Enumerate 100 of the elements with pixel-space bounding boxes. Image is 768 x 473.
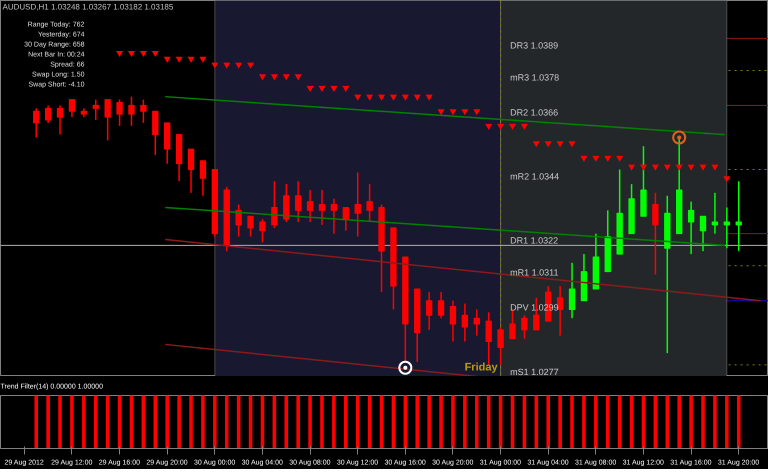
point: [306, 86, 314, 92]
candlestick: [92, 98, 99, 121]
point: [568, 141, 576, 148]
candlestick: [521, 314, 528, 340]
point: [402, 94, 409, 101]
candlestick: [56, 104, 64, 136]
annotation: Friday: [464, 362, 498, 374]
point: [176, 56, 183, 63]
point: [128, 50, 135, 58]
point: [592, 156, 600, 162]
point: [556, 141, 564, 148]
candlestick: [247, 215, 254, 238]
point: [520, 124, 528, 130]
ref-line-label: mR2 1.0344: [510, 172, 560, 182]
ref-line-label: DR3 1.0389: [510, 40, 558, 50]
point: [628, 164, 636, 171]
point: [711, 164, 718, 171]
candlestick: [688, 200, 694, 255]
candlestick: [68, 98, 76, 118]
candlestick: [342, 206, 349, 232]
candlestick: [318, 189, 326, 226]
point: [390, 94, 397, 101]
point: [330, 86, 338, 92]
candlestick: [474, 308, 480, 336]
point: [398, 360, 412, 375]
point: [664, 164, 671, 171]
candlestick: [700, 215, 706, 252]
candlestick: [44, 104, 52, 124]
candlestick: [128, 96, 135, 127]
candlestick: [271, 180, 278, 229]
candlestick: [736, 180, 742, 252]
point: [342, 86, 350, 92]
point: [438, 109, 445, 116]
candlestick: [294, 180, 302, 223]
candlestick: [724, 206, 730, 249]
point: [247, 62, 254, 69]
candlestick: [652, 192, 659, 276]
point: [414, 94, 421, 101]
point: [485, 124, 492, 130]
point: [199, 56, 206, 63]
point: [294, 74, 302, 80]
point: [188, 56, 195, 63]
point: [426, 94, 433, 101]
point: [116, 50, 124, 58]
ref-line-label: DR1 1.0322: [510, 236, 558, 246]
candlestick: [462, 302, 468, 342]
point: [497, 124, 504, 130]
candlestick: [426, 291, 432, 331]
point: [580, 156, 588, 162]
candlestick: [200, 160, 206, 197]
candlestick: [497, 326, 504, 366]
candlestick: [712, 192, 718, 234]
point: [235, 62, 242, 69]
point: [640, 164, 647, 171]
candlestick: [450, 300, 456, 342]
candlestick: [259, 218, 266, 244]
candlestick: [152, 110, 158, 156]
point: [652, 164, 659, 171]
point: [676, 164, 683, 171]
candlestick: [33, 108, 40, 138]
ref-line-label: mS1 1.0277: [510, 366, 559, 377]
candlestick: [438, 291, 444, 319]
ref-line-label: mR3 1.0378: [510, 72, 560, 82]
candlestick: [568, 262, 576, 319]
ref-line-label: mR1 1.0311: [510, 268, 558, 278]
candlestick: [509, 308, 516, 340]
point: [152, 50, 159, 58]
candlestick: [116, 98, 123, 127]
point: [282, 74, 290, 80]
point: [366, 94, 374, 101]
point: [164, 56, 171, 63]
point: [258, 74, 266, 80]
candlestick: [140, 98, 147, 124]
candlestick: [104, 98, 111, 142]
point: [544, 141, 552, 148]
ref-line-label: DR2 1.0366: [510, 107, 558, 118]
point: [354, 94, 362, 101]
point: [473, 109, 480, 116]
candlestick: [556, 285, 564, 336]
point: [140, 50, 147, 58]
candlestick: [354, 172, 361, 238]
point: [318, 86, 326, 92]
point: [700, 164, 707, 171]
candlestick: [188, 148, 194, 194]
point: [449, 109, 456, 116]
candlestick: [366, 183, 373, 223]
point: [672, 130, 686, 144]
candlestick: [283, 183, 290, 223]
point: [223, 62, 230, 69]
point: [723, 176, 730, 182]
chart-title: AUDUSD,H1 1.03248 1.03267 1.03182 1.03185: [2, 2, 174, 12]
point: [688, 164, 695, 171]
point: [509, 124, 516, 130]
point: [461, 109, 468, 116]
point: [604, 156, 612, 162]
point: [378, 94, 386, 101]
point: [532, 141, 540, 148]
candlestick: [306, 189, 314, 223]
point: [616, 156, 624, 162]
candlestick: [330, 198, 338, 234]
